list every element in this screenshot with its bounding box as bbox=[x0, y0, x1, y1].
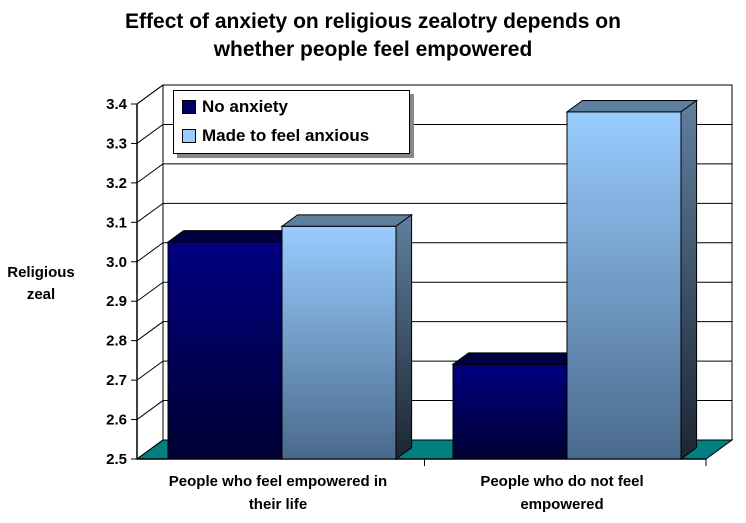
bars bbox=[166, 99, 699, 460]
grid-line-5 bbox=[136, 242, 732, 263]
bar-0-1-side bbox=[395, 213, 413, 460]
category-label-1: People who do not feel empowered bbox=[422, 470, 702, 516]
y-tick-label-8: 3.3 bbox=[106, 135, 127, 152]
bar-0-1 bbox=[280, 213, 414, 460]
grid-line-7 bbox=[136, 163, 732, 184]
y-tick-label-0: 2.5 bbox=[106, 451, 127, 468]
legend-item-anxious: Made to feel anxious bbox=[182, 123, 369, 149]
y-tick-label-9: 3.4 bbox=[106, 96, 128, 113]
chart-title-line-2: whether people feel empowered bbox=[213, 38, 533, 61]
y-tick-label-4: 2.9 bbox=[106, 293, 127, 310]
legend-item-no-anxiety: No anxiety bbox=[182, 94, 288, 120]
y-tick-label-7: 3.2 bbox=[106, 175, 127, 192]
bar-0-0 bbox=[166, 229, 300, 460]
bar-1-0 bbox=[451, 351, 585, 460]
y-tick-label-1: 2.6 bbox=[106, 412, 127, 429]
y-tick-label-2: 2.7 bbox=[106, 372, 127, 389]
bar-1-1-side bbox=[680, 99, 698, 460]
y-axis-label-line-1: Religious bbox=[7, 264, 75, 281]
category-label-0-line-1: People who feel empowered in bbox=[168, 473, 388, 490]
category-label-1-line-2: empowered bbox=[520, 496, 604, 513]
bar-1-0-front bbox=[452, 363, 568, 460]
legend-label-anxious: Made to feel anxious bbox=[202, 126, 370, 145]
y-axis-label-line-2: zeal bbox=[26, 286, 56, 303]
bar-1-1-top bbox=[565, 99, 699, 113]
category-label-0-line-2: their life bbox=[248, 496, 308, 513]
grid-line-4 bbox=[136, 281, 732, 302]
chart-title-line-1: Effect of anxiety on religious zealotry … bbox=[125, 10, 621, 33]
legend-swatch-anxious bbox=[182, 129, 196, 143]
legend-label-no-anxiety: No anxiety bbox=[202, 97, 288, 116]
bar-0-0-front bbox=[167, 241, 283, 460]
grid-line-6 bbox=[136, 202, 732, 223]
legend: No anxiety Made to feel anxious bbox=[173, 90, 410, 154]
bar-1-0-top bbox=[451, 352, 585, 365]
y-tick-label-5: 3.0 bbox=[106, 254, 127, 271]
bar-0-0-top bbox=[166, 230, 300, 243]
bar-0-1-front bbox=[281, 225, 397, 460]
grid-line-8 bbox=[136, 123, 732, 144]
y-tick-label-3: 2.8 bbox=[106, 333, 127, 350]
y-axis-label: Religious zeal bbox=[2, 262, 80, 306]
category-label-0: People who feel empowered in their life bbox=[138, 470, 418, 516]
legend-swatch-no-anxiety bbox=[182, 100, 196, 114]
y-tick-label-6: 3.1 bbox=[106, 214, 127, 231]
category-label-1-line-1: People who do not feel bbox=[480, 473, 644, 490]
grid-line-9 bbox=[136, 84, 732, 105]
bar-1-1 bbox=[565, 99, 699, 460]
bar-0-1-top bbox=[280, 214, 414, 227]
bar-1-1-front bbox=[566, 111, 682, 460]
grid-line-3 bbox=[136, 321, 732, 342]
chart-title: Effect of anxiety on religious zealotry … bbox=[0, 8, 746, 64]
